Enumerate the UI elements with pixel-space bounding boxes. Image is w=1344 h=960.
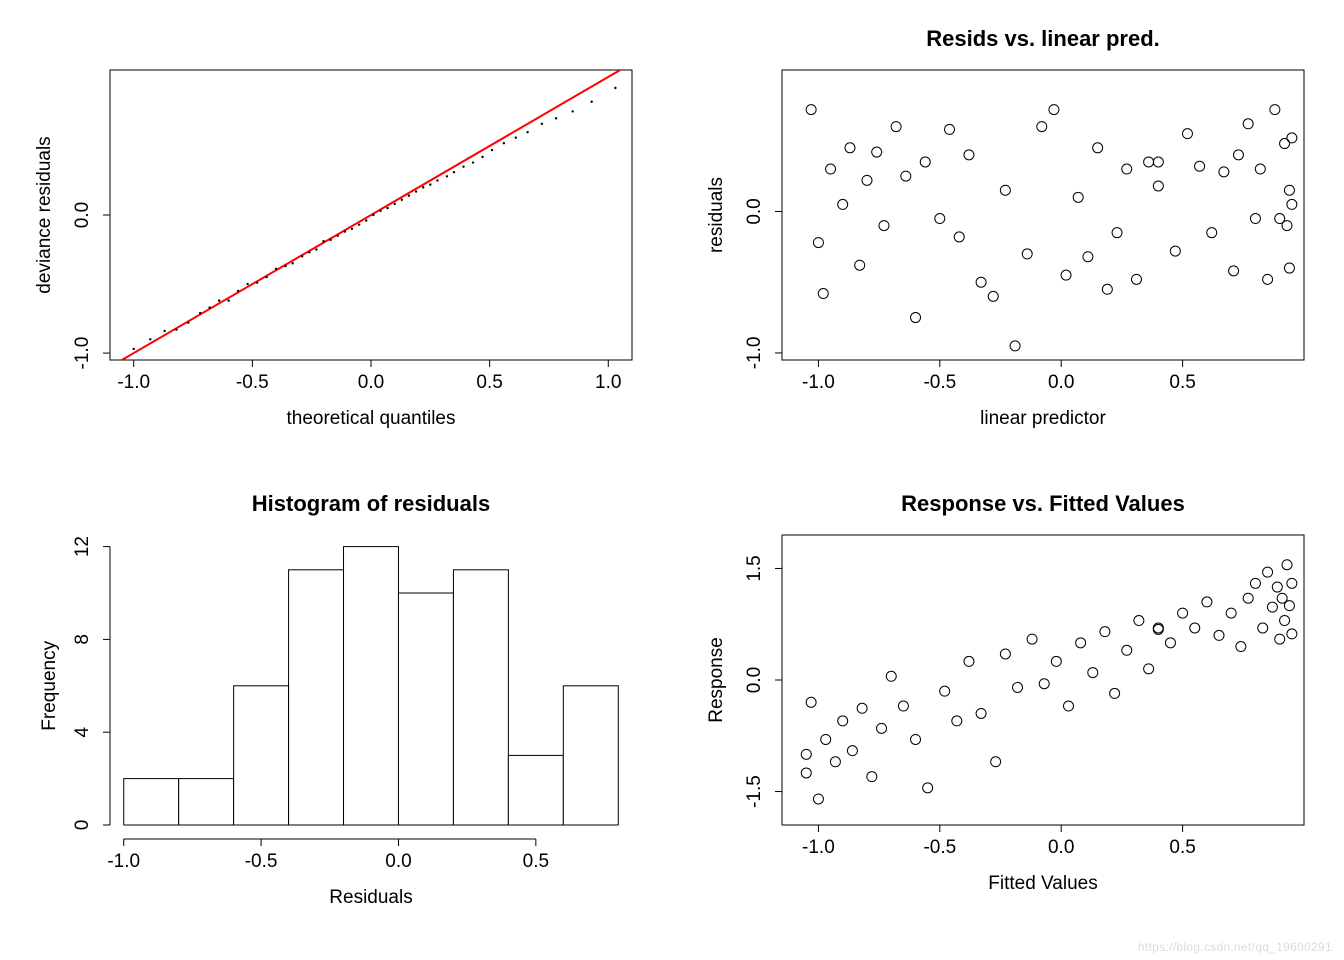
svg-text:-1.0: -1.0 xyxy=(802,372,835,393)
svg-text:0.5: 0.5 xyxy=(1169,372,1195,393)
svg-text:-1.0: -1.0 xyxy=(744,337,765,370)
svg-text:-0.5: -0.5 xyxy=(923,837,956,858)
svg-text:-1.0: -1.0 xyxy=(72,337,93,370)
svg-text:0.0: 0.0 xyxy=(358,372,384,393)
svg-text:0: 0 xyxy=(72,820,93,831)
watermark-text: https://blog.csdn.net/qq_19600291 xyxy=(1138,940,1332,954)
svg-text:0.0: 0.0 xyxy=(1048,372,1074,393)
svg-text:8: 8 xyxy=(72,634,93,645)
svg-text:0.0: 0.0 xyxy=(744,667,765,693)
svg-text:Fitted Values: Fitted Values xyxy=(988,873,1097,894)
panel-resid-linpred: -1.0 -0.5 0.0 0.5 -1.0 0.0 linear predictor res… xyxy=(672,10,1344,475)
svg-text:0.5: 0.5 xyxy=(1169,837,1195,858)
svg-text:0.0: 0.0 xyxy=(744,198,765,224)
svg-text:-0.5: -0.5 xyxy=(236,372,269,393)
svg-text:residuals: residuals xyxy=(706,177,727,253)
svg-text:-0.5: -0.5 xyxy=(923,372,956,393)
svg-text:-0.5: -0.5 xyxy=(245,851,278,872)
panel-response-fitted: -1.0 -0.5 0.0 0.5 -1.5 0.0 1.5 Fitted Values Res… xyxy=(672,475,1344,940)
svg-text:0.5: 0.5 xyxy=(523,851,549,872)
svg-text:Response vs. Fitted Values: Response vs. Fitted Values xyxy=(901,491,1185,516)
svg-text:1.5: 1.5 xyxy=(744,555,765,581)
svg-text:Histogram of residuals: Histogram of residuals xyxy=(252,491,490,516)
svg-text:-1.0: -1.0 xyxy=(117,372,150,393)
panel-qq: -1.0 -0.5 0.0 0.5 1.0 -1.0 0.0 theoretical quan… xyxy=(0,10,672,475)
svg-text:deviance residuals: deviance residuals xyxy=(34,136,55,293)
svg-text:theoretical quantiles: theoretical quantiles xyxy=(287,408,456,429)
svg-text:0.0: 0.0 xyxy=(385,851,411,872)
svg-text:Residuals: Residuals xyxy=(329,887,412,908)
panel-histogram: -1.0 -0.5 0.0 0.5 0 4 8 12 Residuals Frequency His… xyxy=(0,475,672,940)
svg-text:-1.5: -1.5 xyxy=(744,775,765,808)
svg-text:4: 4 xyxy=(72,726,93,737)
svg-text:12: 12 xyxy=(72,536,93,557)
svg-text:-1.0: -1.0 xyxy=(107,851,140,872)
figure-grid: -1.0 -0.5 0.0 0.5 1.0 -1.0 0.0 theoretical quan… xyxy=(0,0,1344,940)
svg-text:0.0: 0.0 xyxy=(1048,837,1074,858)
svg-text:-1.0: -1.0 xyxy=(802,837,835,858)
svg-text:linear predictor: linear predictor xyxy=(980,408,1106,429)
svg-text:Frequency: Frequency xyxy=(39,640,60,730)
svg-text:0.5: 0.5 xyxy=(476,372,502,393)
svg-text:Resids vs. linear pred.: Resids vs. linear pred. xyxy=(926,26,1160,51)
svg-text:1.0: 1.0 xyxy=(595,372,621,393)
svg-text:Response: Response xyxy=(706,637,727,723)
svg-text:0.0: 0.0 xyxy=(72,202,93,228)
